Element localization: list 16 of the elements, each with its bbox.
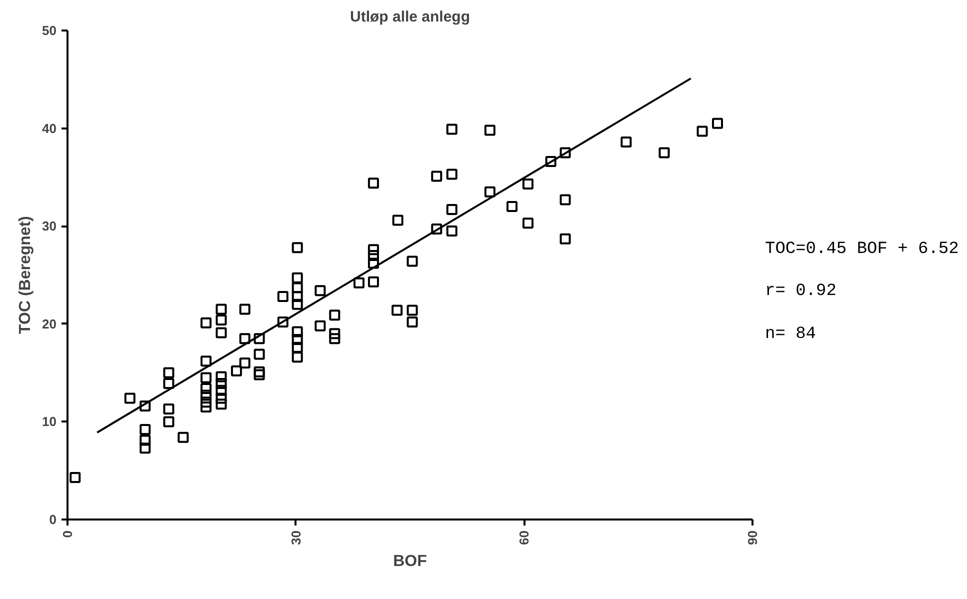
chart-title: Utløp alle anlegg	[350, 8, 470, 26]
y-tick-label: 30	[42, 218, 57, 234]
y-tick-label: 20	[42, 316, 57, 332]
y-tick-label: 0	[49, 512, 57, 527]
x-tick-label: 90	[745, 530, 760, 545]
y-tick-label: 50	[42, 23, 57, 38]
text: r= 0.92	[765, 281, 838, 304]
x-tick-label: 30	[288, 530, 304, 545]
text: TOC=0.45 BOF + 6.52	[765, 239, 959, 261]
y-tick-label: 40	[42, 120, 57, 136]
text: n= 84	[765, 324, 818, 346]
y-axis-title: TOC (Beregnet)	[17, 216, 34, 334]
x-axis-title: BOF	[393, 552, 428, 570]
x-tick-label: 60	[516, 530, 532, 545]
y-tick-label: 10	[42, 414, 57, 430]
x-tick-label: 0	[60, 530, 75, 538]
